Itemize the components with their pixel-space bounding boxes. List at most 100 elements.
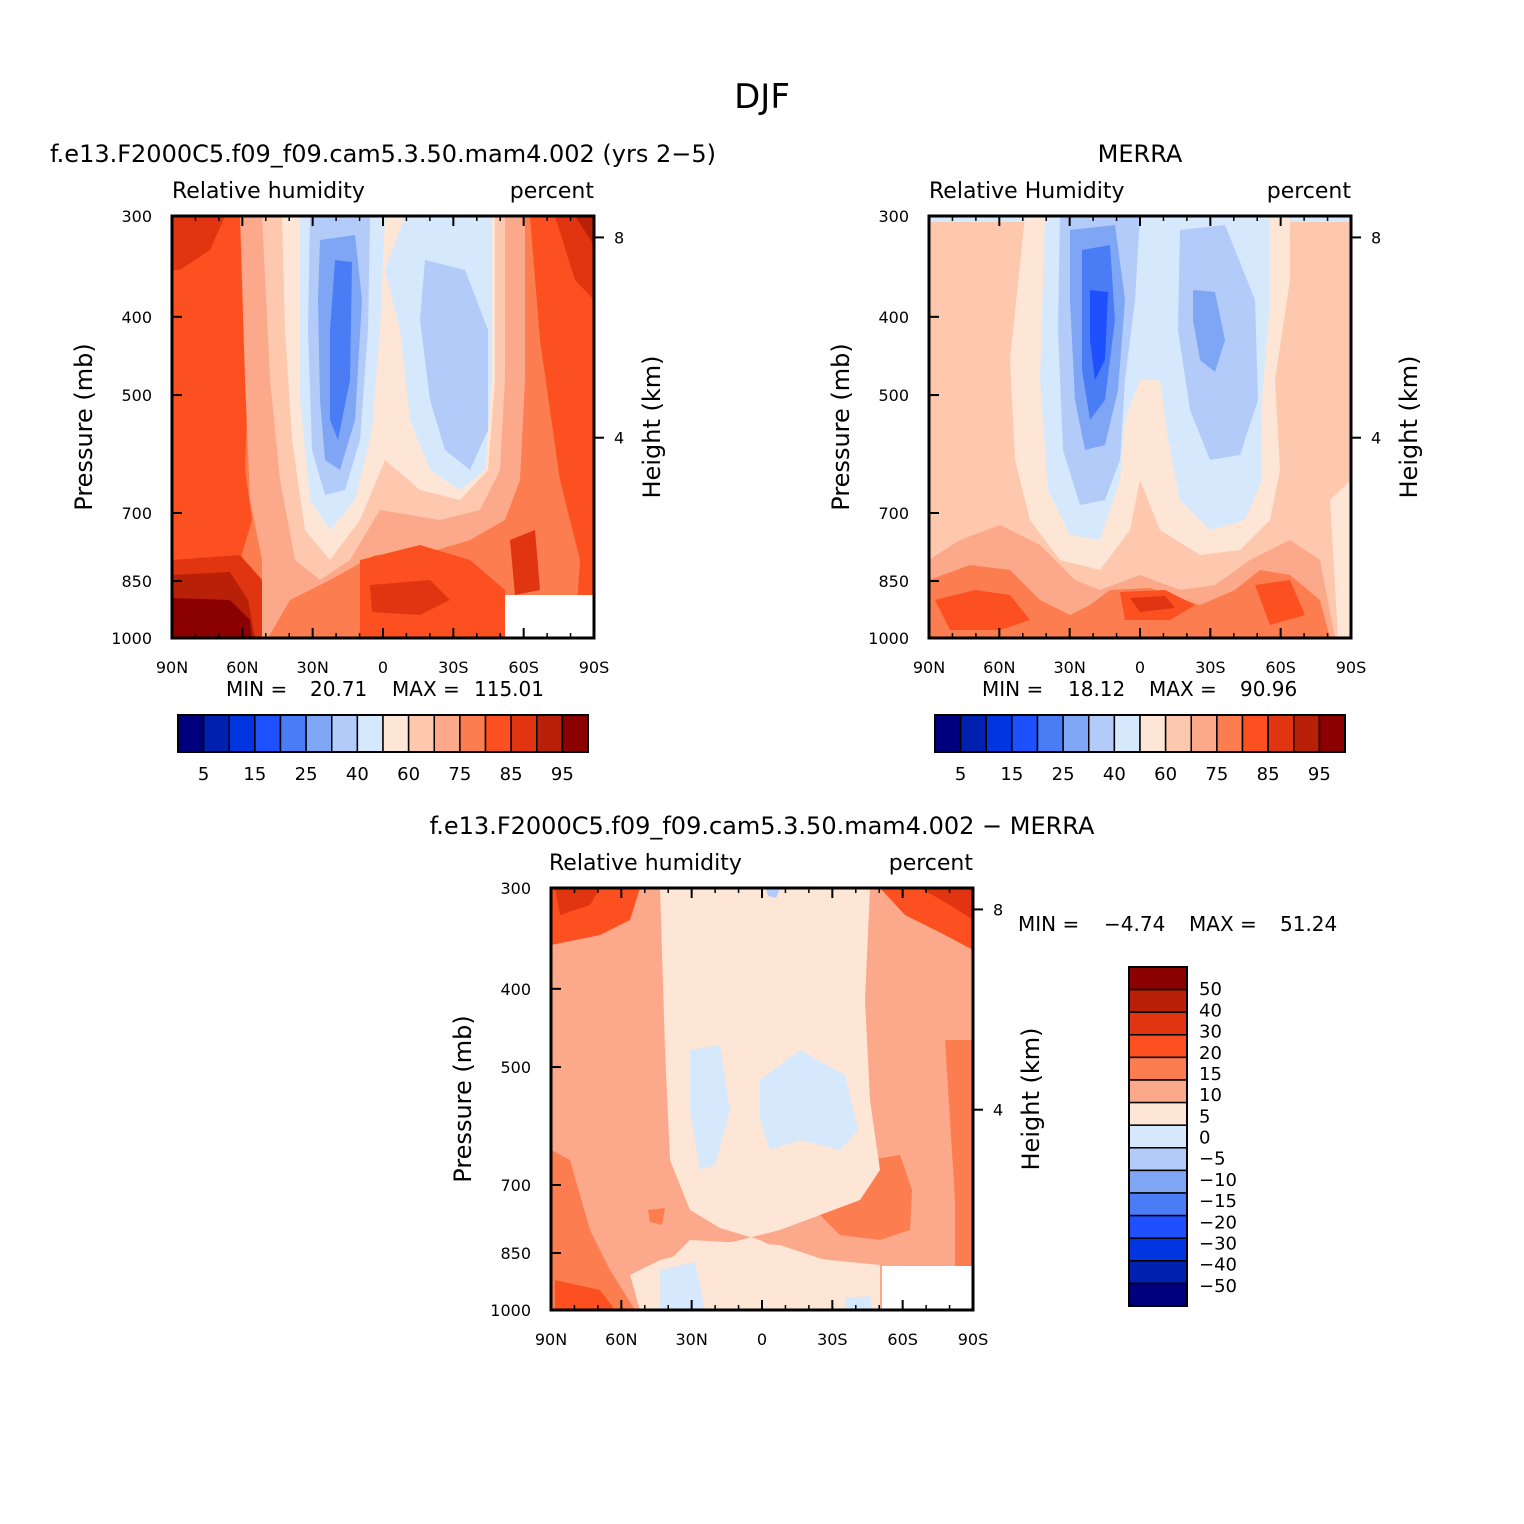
y-tick-label: 1000 bbox=[490, 1301, 531, 1320]
x-tick-label: 90S bbox=[579, 658, 610, 677]
colorbar-box bbox=[1216, 714, 1244, 753]
contour-fill bbox=[1330, 480, 1351, 638]
colorbar-box bbox=[228, 714, 256, 753]
colorbar-box bbox=[1128, 1214, 1188, 1239]
panel-diff-axes: 90N 60N 30N 0 30S 60S 90S 300 400 500 700 850 1000 8 4 bbox=[490, 879, 1003, 1349]
colorbar-box bbox=[1036, 714, 1064, 753]
colorbar-box bbox=[1241, 714, 1269, 753]
panel-model-axes: 90N 60N 30N 0 30S 60S 90S 300 400 500 700 850 1000 8 4 bbox=[111, 207, 624, 677]
colorbar-label: −50 bbox=[1199, 1276, 1237, 1297]
contour-fill bbox=[845, 1296, 872, 1310]
colorbar-label: 15 bbox=[1199, 1064, 1222, 1085]
colorbar-box bbox=[177, 714, 205, 753]
colorbar-box bbox=[1139, 714, 1167, 753]
contour-fill bbox=[935, 590, 1030, 630]
colorbar-box bbox=[1267, 714, 1295, 753]
panel-model-colorbar: 5 15 25 40 60 75 85 95 bbox=[177, 714, 589, 785]
colorbar-box bbox=[1128, 1237, 1188, 1262]
x-tick-label: 30N bbox=[1054, 658, 1086, 677]
y-tick-label: 300 bbox=[878, 207, 909, 226]
panel-merra-ylabel: Pressure (mb) bbox=[827, 343, 855, 510]
colorbar-label: 95 bbox=[551, 764, 574, 785]
contour-fill bbox=[1090, 290, 1108, 380]
colorbar-label: 50 bbox=[1199, 979, 1222, 1000]
y-tick-label: 850 bbox=[500, 1244, 531, 1263]
panel-model-y2label: Height (km) bbox=[638, 356, 666, 499]
colorbar-box bbox=[1062, 714, 1090, 753]
y-tick-label: 1000 bbox=[868, 629, 909, 648]
panel-model-right-string: percent bbox=[510, 179, 595, 204]
colorbar-box bbox=[382, 714, 410, 753]
colorbar-label: 85 bbox=[1257, 764, 1280, 785]
colorbar-frame bbox=[177, 714, 589, 753]
y2-tick-label: 8 bbox=[614, 228, 624, 247]
colorbar-box bbox=[459, 714, 487, 753]
colorbar-box bbox=[536, 714, 564, 753]
y-tick-label: 500 bbox=[878, 386, 909, 405]
colorbar-box bbox=[331, 714, 359, 753]
x-tick-label: 0 bbox=[378, 658, 388, 677]
colorbar-box bbox=[356, 714, 384, 753]
colorbar-label: 20 bbox=[1199, 1043, 1222, 1064]
y-tick-label: 400 bbox=[121, 308, 152, 327]
colorbar-box bbox=[1128, 1169, 1188, 1194]
colorbar-label: 85 bbox=[500, 764, 523, 785]
y-tick-label: 400 bbox=[878, 308, 909, 327]
colorbar-box bbox=[1128, 988, 1188, 1013]
contour-fill bbox=[172, 216, 252, 560]
y2-tick-label: 8 bbox=[1371, 228, 1381, 247]
colorbar-box bbox=[1128, 1124, 1188, 1149]
contour-missing-region bbox=[505, 595, 594, 638]
contour-missing-region bbox=[882, 1266, 973, 1310]
panel-merra-right-string: percent bbox=[1267, 179, 1352, 204]
contour-fill bbox=[766, 888, 780, 898]
contour-fill bbox=[945, 1040, 973, 1310]
colorbar-box bbox=[484, 714, 512, 753]
y-tick-label: 400 bbox=[500, 980, 531, 999]
y-tick-label: 850 bbox=[878, 572, 909, 591]
panel-merra-min-label: MIN = bbox=[982, 677, 1043, 701]
y-tick-label: 500 bbox=[500, 1058, 531, 1077]
colorbar-box bbox=[1128, 1056, 1188, 1081]
y-tick-label: 700 bbox=[878, 504, 909, 523]
colorbar-box bbox=[985, 714, 1013, 753]
panel-diff-max-value: 51.24 bbox=[1280, 912, 1337, 936]
colorbar-box bbox=[1088, 714, 1116, 753]
x-tick-label: 90N bbox=[156, 658, 188, 677]
colorbar-label: 60 bbox=[1154, 764, 1177, 785]
x-tick-label: 0 bbox=[1135, 658, 1145, 677]
y-tick-label: 1000 bbox=[111, 629, 152, 648]
contour-fill bbox=[630, 888, 880, 1310]
x-tick-label: 60S bbox=[887, 1330, 918, 1349]
colorbar-box bbox=[1318, 714, 1346, 753]
colorbar-label: 5 bbox=[955, 764, 966, 785]
colorbar-box bbox=[407, 714, 435, 753]
colorbar-label: 5 bbox=[198, 764, 209, 785]
panel-diff-min-label: MIN = bbox=[1018, 912, 1079, 936]
colorbar-label: 40 bbox=[1199, 1000, 1222, 1021]
panel-model-min-value: 20.71 bbox=[310, 677, 367, 701]
y-tick-label: 850 bbox=[121, 572, 152, 591]
panel-model-ylabel: Pressure (mb) bbox=[70, 343, 98, 510]
x-tick-label: 60N bbox=[605, 1330, 637, 1349]
panel-model-left-string: Relative humidity bbox=[172, 179, 365, 204]
panel-merra-left-string: Relative Humidity bbox=[929, 179, 1124, 204]
contour-fill bbox=[920, 888, 973, 920]
contour-fill bbox=[551, 1150, 635, 1310]
panel-model-max-label: MAX = bbox=[392, 677, 460, 701]
colorbar-box bbox=[959, 714, 987, 753]
colorbar-box bbox=[254, 714, 282, 753]
colorbar-label: −30 bbox=[1199, 1233, 1237, 1254]
colorbar-box bbox=[1113, 714, 1141, 753]
colorbar-label: 0 bbox=[1199, 1128, 1210, 1149]
x-tick-label: 90S bbox=[1336, 658, 1367, 677]
x-tick-label: 60S bbox=[508, 658, 539, 677]
panel-model: f.e13.F2000C5.f09_f09.cam5.3.50.mam4.002… bbox=[50, 140, 716, 785]
x-tick-label: 60N bbox=[226, 658, 258, 677]
x-tick-label: 30N bbox=[297, 658, 329, 677]
panel-merra-title: MERRA bbox=[1098, 140, 1183, 168]
panel-diff-right-string: percent bbox=[889, 851, 974, 876]
y-tick-label: 700 bbox=[121, 504, 152, 523]
y2-tick-label: 4 bbox=[614, 429, 624, 448]
